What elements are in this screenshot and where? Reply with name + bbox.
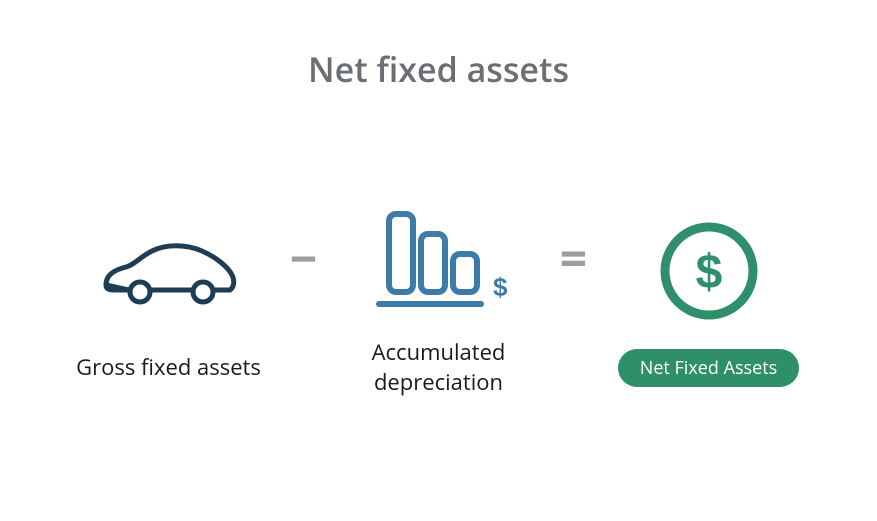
term-net-fixed-assets: $ Net Fixed Assets [609,211,809,387]
dollar-circle-icon: $ [654,211,764,331]
term-gross-fixed-assets: Gross fixed assets [69,215,269,383]
label-gross-fixed-assets: Gross fixed assets [76,353,261,383]
declining-bars-icon: $ [359,200,519,320]
equation-row: Gross fixed assets − $ Accumulated depre… [0,200,877,397]
svg-text:$: $ [493,272,508,302]
term-accumulated-depreciation: $ Accumulated depreciation [339,200,539,397]
minus-operator: − [269,226,339,291]
badge-net-fixed-assets: Net Fixed Assets [618,349,799,387]
equals-operator: = [539,226,609,291]
label-accumulated-depreciation: Accumulated depreciation [339,338,539,397]
car-icon [94,215,244,335]
page-title: Net fixed assets [0,46,877,92]
svg-text:$: $ [695,246,722,299]
